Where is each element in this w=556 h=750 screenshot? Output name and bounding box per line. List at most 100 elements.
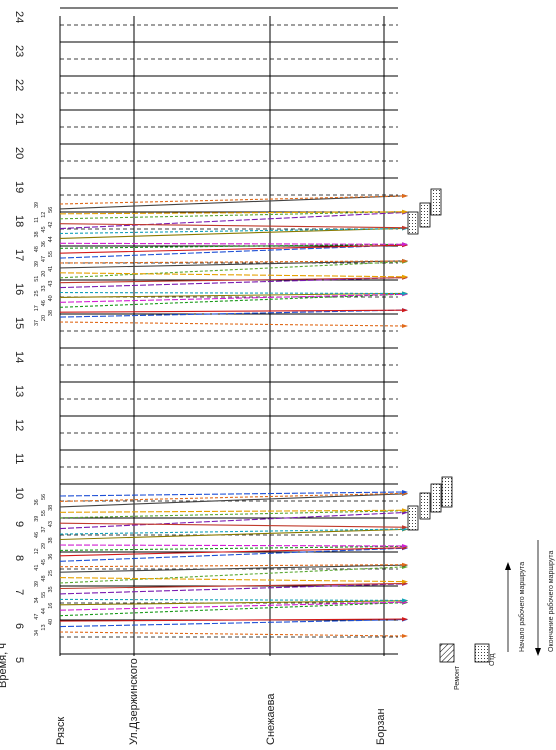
hour-label: 21 (13, 113, 25, 125)
hour-label: 24 (13, 11, 25, 23)
train-path (59, 243, 403, 249)
train-path-arrow (402, 579, 408, 584)
train-path-arrow (402, 242, 408, 247)
train-path (59, 260, 403, 264)
hour-labels: 5 6 7 8 9 10 11 12 13 14 15 16 17 18 19 … (13, 11, 25, 663)
train-path-arrow (402, 634, 408, 638)
train-path (59, 544, 403, 547)
train-path (59, 493, 403, 508)
train-number-label: 48 (41, 575, 47, 581)
train-number-label: 36 (48, 554, 54, 560)
train-number-label: 45 (41, 559, 47, 565)
train-number-label: 55 (41, 510, 47, 516)
hour-label: 10 (13, 487, 25, 499)
arrow-start-icon (505, 562, 511, 570)
train-path (59, 309, 403, 318)
train-path (59, 293, 403, 308)
train-path (59, 244, 403, 254)
repair-block (407, 211, 419, 235)
train-path (59, 510, 403, 519)
repair-block (407, 505, 419, 531)
train-number-label: 56 (48, 207, 54, 213)
train-path (59, 577, 403, 583)
train-number-label: 38 (48, 505, 54, 511)
train-number-label: 37 (41, 526, 47, 532)
morning-train-paths: 3413404744163455353948254145361229384637… (34, 490, 408, 638)
train-path (59, 291, 403, 295)
train-number-label: 11 (34, 217, 40, 223)
station-label-borzan: Борзан (375, 708, 387, 745)
train-path (59, 566, 403, 584)
train-path (59, 619, 403, 628)
train-path (59, 292, 403, 298)
time-axis-label: Время, ч (0, 643, 9, 688)
hour-label: 8 (13, 555, 25, 561)
repair-legend-label: Ремонт (454, 665, 461, 690)
train-path (59, 512, 403, 530)
train-path (59, 631, 403, 637)
hour-label: 9 (13, 521, 25, 527)
train-path (59, 277, 403, 289)
train-number-label: 44 (41, 608, 47, 614)
hour-label: 15 (13, 317, 25, 329)
repair-block (430, 188, 442, 216)
train-path (59, 602, 403, 617)
train-path (59, 211, 403, 220)
train-path-arrow (402, 324, 408, 328)
train-number-label: 43 (48, 281, 54, 287)
schedule-grid (60, 7, 398, 655)
repair-block (430, 483, 442, 513)
train-number-label: 51 (34, 276, 40, 282)
legend: Ремонт Отд Начало рабочего маршрута Окон… (439, 540, 555, 690)
train-path-arrow (402, 259, 408, 263)
repair-legend-swatch (439, 643, 455, 663)
station-label-dzerzhinskogo: Ул.Дзержинского (128, 658, 140, 745)
arrow-end-label: Окончание рабочего маршрута (547, 551, 555, 652)
train-path (59, 260, 403, 269)
train-path (59, 601, 403, 611)
hour-label: 12 (13, 419, 25, 431)
train-number-label: 39 (34, 516, 40, 522)
train-number-label: 17 (34, 305, 40, 311)
train-number-label: 37 (34, 320, 40, 326)
train-path (59, 564, 403, 573)
train-number-label: 36 (41, 241, 47, 247)
train-number-label: 56 (41, 494, 47, 500)
train-path (59, 293, 403, 303)
train-path (59, 509, 403, 513)
train-number-label: 55 (41, 592, 47, 598)
train-path (59, 244, 403, 259)
train-path (59, 321, 403, 327)
train-path (59, 223, 403, 229)
hour-label: 18 (13, 215, 25, 227)
train-path (59, 195, 403, 205)
train-number-label: 41 (48, 266, 54, 272)
train-path-arrow (402, 544, 408, 548)
train-path-arrow (402, 209, 408, 214)
train-number-label: 44 (48, 236, 54, 242)
train-number-label: 55 (48, 251, 54, 257)
train-path (59, 522, 403, 528)
hour-label: 23 (13, 45, 25, 57)
train-path-arrow (402, 274, 408, 279)
train-number-label: 47 (34, 614, 40, 620)
train-number-label: 38 (34, 231, 40, 237)
train-path (59, 491, 403, 497)
hour-label: 22 (13, 79, 25, 91)
train-number-label: 40 (48, 295, 54, 301)
repair-block (419, 202, 431, 228)
hour-label: 5 (13, 657, 25, 663)
train-path-arrow (402, 308, 408, 313)
repair-blocks (407, 188, 453, 531)
train-path (59, 545, 403, 551)
evening-train-paths: 3720381746402533435120413947554836443845… (34, 193, 408, 328)
train-path (59, 582, 403, 590)
train-path-arrow (402, 490, 408, 494)
train-path-arrow (402, 291, 408, 296)
train-path-arrow (402, 562, 408, 567)
train-number-label: 43 (48, 521, 54, 527)
hour-label: 7 (13, 589, 25, 595)
train-path-arrow (402, 194, 408, 198)
station-label-snezhaeva: Снежаева (265, 693, 277, 745)
